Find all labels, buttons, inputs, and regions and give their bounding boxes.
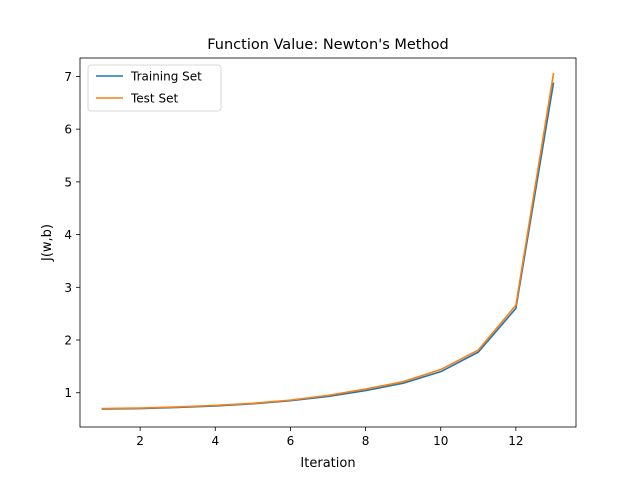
x-tick-label: 8	[362, 434, 370, 448]
x-axis-label: Iteration	[300, 456, 355, 471]
legend-label: Test Set	[130, 92, 178, 106]
axes-frame	[79, 57, 577, 428]
y-tick-label: 6	[64, 123, 72, 137]
y-tick-label: 5	[64, 175, 72, 189]
y-tick-label: 3	[64, 281, 72, 295]
x-tick-label: 10	[433, 434, 448, 448]
chart-title: Function Value: Newton's Method	[207, 37, 449, 53]
y-axis-label: J(w,b)	[40, 224, 55, 262]
y-tick-label: 2	[64, 334, 72, 348]
x-tick-label: 2	[136, 434, 144, 448]
x-axis-ticks: 2 4 6 8 10 12	[136, 427, 524, 448]
x-tick-label: 12	[508, 434, 523, 448]
y-tick-label: 7	[64, 70, 72, 84]
legend: Training Set Test Set	[87, 64, 222, 112]
y-tick-label: 4	[64, 228, 72, 242]
y-axis-ticks: 1 2 3 4 5 6 7	[64, 70, 80, 400]
y-tick-label: 1	[64, 386, 72, 400]
series-line-test-set	[101, 72, 555, 410]
x-tick-label: 6	[287, 434, 295, 448]
legend-label: Training Set	[130, 70, 202, 84]
x-tick-label: 4	[211, 434, 219, 448]
plot-area	[101, 72, 555, 410]
